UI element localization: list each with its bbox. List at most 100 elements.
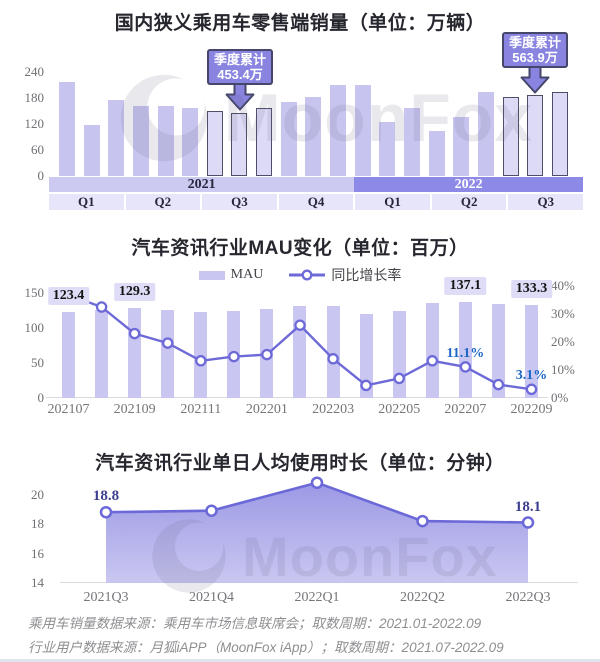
chart1-bars [59, 58, 568, 176]
footer-source-line1: 乘用车销量数据来源：乘用车市场信息联席会；取数周期：2021.01-2022.0… [28, 616, 482, 631]
left-tick-50: 50 [31, 355, 44, 370]
x-tick-2021Q3: 2021Q3 [83, 590, 129, 605]
y-tick-18: 18 [31, 516, 44, 531]
usage-value-label-2022Q3: 18.1 [514, 498, 542, 515]
quarter-cell-2022Q3: Q3 [508, 194, 584, 210]
right-tick-10: 10% [551, 362, 575, 377]
bar-202103 [108, 100, 125, 176]
bottom-divider [0, 659, 600, 662]
y-tick-60: 60 [31, 142, 44, 157]
usage-area-fill [106, 482, 528, 583]
growth-marker-202108 [95, 301, 108, 313]
right-tick-20: 20% [551, 334, 575, 349]
growth-line [62, 289, 538, 396]
year-band-2021: 2021 [49, 177, 355, 192]
growth-marker-202201 [261, 348, 273, 361]
x-tick-202201: 202201 [245, 402, 288, 417]
annotation-2021q3-arrow-icon [225, 83, 255, 111]
bar-202104 [132, 106, 149, 176]
usage-area-chart [99, 476, 535, 583]
bar-202108 [231, 113, 248, 176]
mau-value-label-202207: 137.1 [444, 277, 487, 295]
right-tick-0: 0% [551, 390, 569, 405]
y-tick-180: 180 [24, 90, 45, 105]
mau-bar-202207 [458, 302, 472, 398]
annotation-2021q3: 季度累计 453.4万 [207, 49, 273, 85]
y-tick-20: 20 [31, 486, 44, 502]
chart1-year-band: 2021 2022 [49, 177, 583, 192]
bar-202112 [330, 84, 347, 176]
bar-202206 [477, 91, 494, 176]
chart1-quarter-band: Q1 Q2 Q3 Q4 Q1 Q2 Q3 [49, 194, 584, 210]
x-tick-2022Q3: 2022Q3 [505, 590, 551, 605]
x-tick-2022Q2: 2022Q2 [399, 590, 446, 605]
bar-202106 [182, 107, 199, 176]
chart2-title: 汽车资讯行业MAU变化（单位：百万） [131, 238, 469, 259]
bar-202101 [59, 82, 75, 176]
growth-marker-202111 [195, 355, 207, 367]
left-tick-150: 150 [24, 285, 45, 300]
mau-bar-202206 [425, 303, 439, 398]
x-tick-202209: 202209 [510, 402, 553, 417]
mau-value-label-202107: 123.4 [47, 286, 90, 305]
growth-line-path [68, 293, 532, 391]
left-tick-100: 100 [24, 320, 45, 335]
bar-202105 [157, 105, 174, 176]
growth-value-label-202209: 3.1% [515, 368, 548, 384]
x-tick-202205: 202205 [378, 402, 421, 417]
bar-202201 [354, 85, 371, 176]
legend-item-mau: MAU [198, 267, 264, 283]
mau-swatch-icon [198, 270, 225, 280]
chart3-title: 汽车资讯行业单日人均使用时长（单位：分钟） [95, 453, 505, 474]
y-tick-240: 240 [24, 64, 45, 79]
mau-bar-202111 [194, 312, 208, 398]
year-band-2022: 2022 [354, 177, 583, 192]
y-tick-120: 120 [24, 116, 45, 131]
bar-202207 [502, 97, 519, 176]
annotation-2021q3-line2: 453.4万 [217, 67, 263, 82]
growth-marker-202206 [426, 355, 439, 367]
mau-value-label-202109: 129.3 [113, 282, 156, 301]
bar-202204 [428, 130, 445, 176]
growth-marker-202208 [492, 378, 505, 391]
x-tick-202107: 202107 [47, 402, 90, 417]
growth-marker-202109 [128, 327, 141, 340]
usage-marker-2022Q3 [521, 516, 535, 529]
mau-bar-202209 [524, 304, 538, 398]
annotation-2022q3-line1: 季度累计 [508, 35, 561, 50]
quarter-cell-2022Q2: Q2 [431, 194, 507, 210]
growth-marker-202110 [161, 337, 174, 349]
legend-growth-label: 同比增长率 [331, 269, 402, 284]
bar-202107 [206, 111, 223, 176]
mau-bar-202107 [62, 311, 75, 398]
mau-bar-202110 [161, 309, 175, 398]
mau-bar-202208 [491, 303, 505, 398]
usage-marker-2021Q4 [205, 504, 218, 517]
y-tick-16: 16 [31, 545, 44, 561]
x-tick-202207: 202207 [444, 402, 487, 417]
annotation-2021q3-line1: 季度累计 [213, 52, 266, 67]
x-tick-202111: 202111 [180, 402, 222, 417]
bar-202202 [379, 122, 396, 176]
quarter-cell-2021Q3: Q3 [202, 194, 277, 210]
chart-retail-sales: 国内狭义乘用车零售端销量（单位：万辆） MoonFox 240 180 120 60 0… [0, 0, 600, 214]
mau-value-label-202209: 133.3 [510, 279, 553, 298]
bar-202111 [305, 97, 322, 176]
line-marker-icon [289, 269, 326, 281]
chart2-legend: MAU 同比增长率 [0, 265, 600, 285]
bar-202109 [256, 107, 273, 176]
x-tick-202109: 202109 [113, 402, 156, 417]
chart2-plot: 0 50 100 150 0% 10% 20% 30% 40% 123.4 129.3 137.1… [0, 277, 600, 405]
chart1-plot: 240 180 120 60 0 [0, 58, 600, 183]
footer-source-line2: 行业用户数据来源：月狐iAPP（MoonFox iApp）；取数周期：2021.… [28, 640, 504, 655]
growth-marker-202202 [294, 319, 306, 331]
legend-mau-label: MAU [230, 267, 264, 282]
growth-marker-202205 [393, 372, 405, 385]
annotation-2022q3-arrow-icon [520, 66, 550, 94]
chart2-line-overlay: 123.4 129.3 137.1 133.3 11.1% 3.1% [47, 277, 553, 398]
bar-202102 [83, 125, 100, 176]
annotation-2022q3-line2: 563.9万 [512, 50, 558, 65]
usage-marker-2022Q2 [416, 514, 429, 528]
